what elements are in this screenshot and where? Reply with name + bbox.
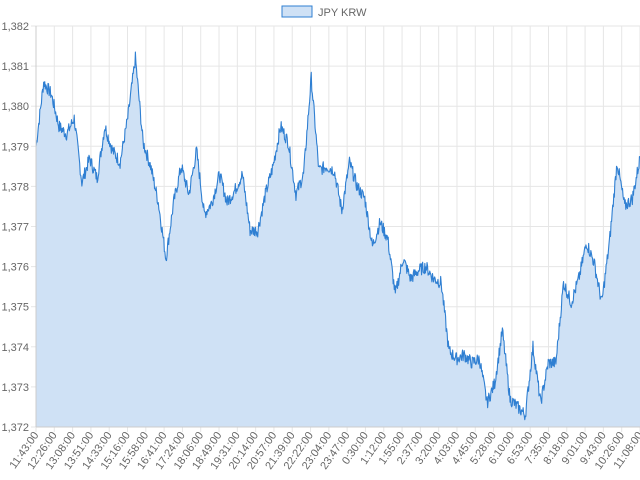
y-tick-label: 1,380 (1, 101, 29, 113)
y-tick-labels: 1,372 1,373 1,374 1,375 1,376 1,377 1,378 1,379… (1, 21, 29, 434)
y-tick-label: 1,373 (1, 382, 29, 394)
x-tick-labels: 11:43:0012:26:0013:08:0013:51:0014:33:00… (8, 430, 640, 472)
y-tick-label: 1,379 (1, 141, 29, 153)
y-tick-label: 1,372 (1, 422, 29, 434)
legend-swatch (281, 5, 313, 18)
y-tick-label: 1,381 (1, 61, 29, 73)
y-tick-label: 1,382 (1, 21, 29, 33)
series-area-fill (36, 52, 640, 427)
series-area (35, 51, 640, 427)
y-tick-label: 1,377 (1, 222, 29, 234)
y-tick-label: 1,374 (1, 342, 29, 354)
y-tick-label: 1,378 (1, 181, 29, 193)
legend-label[interactable]: JPY KRW (318, 7, 367, 19)
y-tick-label: 1,376 (1, 262, 29, 274)
axes (31, 25, 640, 432)
series-line (35, 51, 640, 421)
y-tick-label: 1,375 (1, 302, 29, 314)
legend[interactable]: JPY KRW (281, 5, 367, 19)
